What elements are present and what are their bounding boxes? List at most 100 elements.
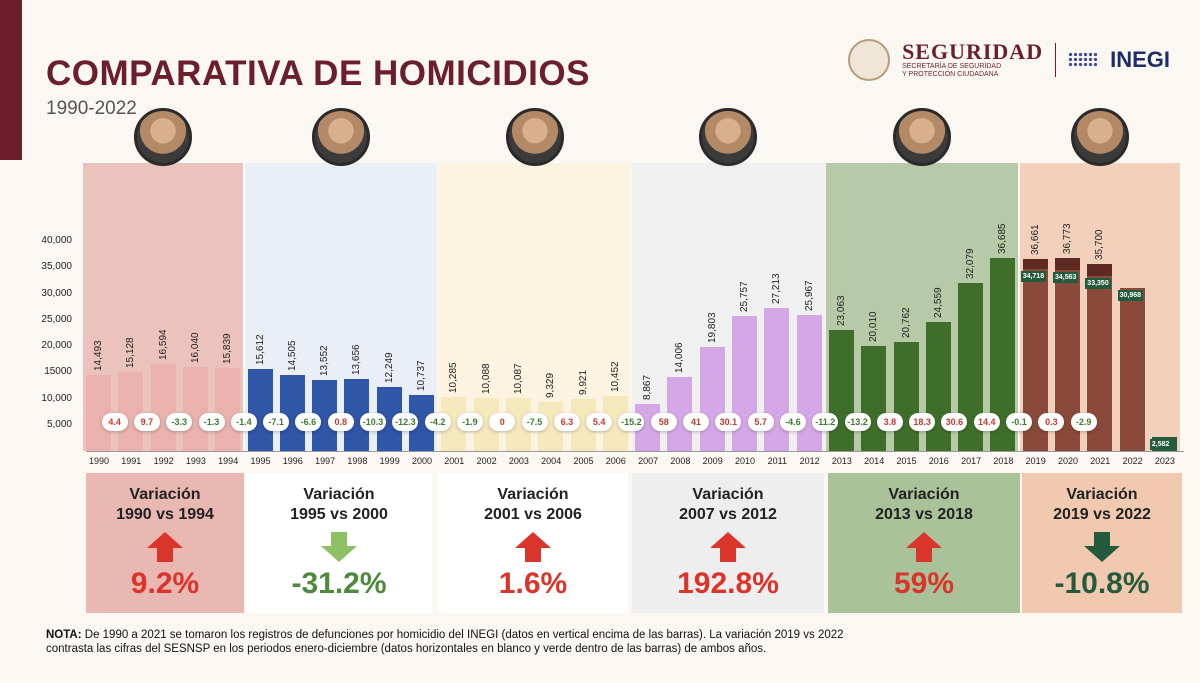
variation-summary-box: Variación 1990 vs 1994 9.2% xyxy=(86,473,244,613)
x-tick-label: 2004 xyxy=(541,456,562,466)
x-tick-label: 1991 xyxy=(121,456,142,466)
variation-box-title: Variación 2019 vs 2022 xyxy=(1022,485,1182,525)
president-portrait-icon xyxy=(699,108,758,166)
variation-pill: -1.4 xyxy=(230,413,257,431)
bar-value-label: 23,063 xyxy=(835,295,847,326)
x-tick-label: 2017 xyxy=(961,456,982,466)
logo-divider xyxy=(1055,43,1057,77)
x-tick-label: 2018 xyxy=(993,456,1014,466)
president-portrait-icon xyxy=(893,108,952,166)
sesnsp-value-label: 30,968 xyxy=(1117,290,1144,302)
president-portrait-icon xyxy=(505,108,564,166)
bar-value-label: 20,010 xyxy=(868,311,880,342)
x-tick-label: 2010 xyxy=(734,456,756,466)
inegi-logo-text: INEGI xyxy=(1110,47,1170,72)
variation-pill: 30.6 xyxy=(941,413,968,431)
bar-value-label: 20,762 xyxy=(900,307,912,338)
bar xyxy=(699,347,725,451)
bar-value-label: 15,128 xyxy=(125,336,137,368)
bar-value-label: 16,040 xyxy=(189,332,201,363)
y-tick-label: 30,000 xyxy=(41,287,72,299)
variation-value: -31.2% xyxy=(291,567,387,600)
variation-summary-box: Variación 2001 vs 2006 1.6% xyxy=(438,473,628,613)
variation-pill: 58 xyxy=(650,413,677,431)
variation-value: 1.6% xyxy=(498,567,568,600)
x-tick-label: 2003 xyxy=(508,456,529,466)
variation-pill: -7.1 xyxy=(263,413,290,431)
seguridad-subtitle-1: SECRETARÍA DE SEGURIDAD xyxy=(902,63,1002,70)
variation-pill: 30.1 xyxy=(715,413,742,431)
bar-value-label: 12,249 xyxy=(383,352,395,383)
period-background xyxy=(244,163,437,451)
variation-period: 2013 vs 2018 xyxy=(875,506,973,523)
variation-label: Variación xyxy=(303,486,375,503)
variation-pill: -6.6 xyxy=(295,413,322,431)
sesnsp-bar xyxy=(1119,288,1145,451)
page-title: COMPARATIVA DE HOMICIDIOS xyxy=(46,54,590,93)
arrow-up-icon xyxy=(147,532,183,562)
x-tick-label: 2008 xyxy=(670,456,691,466)
bar xyxy=(86,374,111,451)
variation-label: Variación xyxy=(692,486,764,503)
variation-pill: -2.9 xyxy=(1070,413,1097,431)
x-tick-label: 2006 xyxy=(605,456,626,466)
bar-value-label: 15,839 xyxy=(222,333,234,364)
variation-pill: -1.3 xyxy=(198,413,225,431)
arrow-up-icon xyxy=(710,532,746,562)
seguridad-subtitle-2: Y PROTECCIÓN CIUDADANA xyxy=(902,71,999,78)
president-portrait-icon xyxy=(1070,108,1129,166)
brand-stripe xyxy=(0,0,22,160)
x-tick-label: 1992 xyxy=(153,456,174,466)
variation-box-title: Variación 2013 vs 2018 xyxy=(828,485,1020,525)
x-tick-label: 2009 xyxy=(702,456,723,466)
variation-period: 2007 vs 2012 xyxy=(679,506,777,523)
bar xyxy=(732,315,757,451)
variation-pill: 0.3 xyxy=(1038,413,1065,431)
variation-box-title: Variación 1990 vs 1994 xyxy=(86,485,244,525)
bar-value-label: 24,559 xyxy=(932,287,944,319)
variation-value: 59% xyxy=(893,567,955,600)
variation-summary-box: Variación 2019 vs 2022 -10.8% xyxy=(1022,473,1182,613)
variation-pill: 6.3 xyxy=(553,413,580,431)
variation-pill: 0 xyxy=(489,413,516,431)
x-tick-label: 2002 xyxy=(476,456,497,466)
variation-summary-box: Variación 2013 vs 2018 59% xyxy=(828,473,1020,613)
variation-summary-box: Variación 1995 vs 2000 -31.2% xyxy=(246,473,432,613)
period-background xyxy=(632,163,825,451)
bar-value-label: 36,773 xyxy=(1062,223,1073,254)
y-tick-label: 20,000 xyxy=(41,340,72,351)
bar-value-label: 32,079 xyxy=(965,247,977,279)
bar-value-label: 14,006 xyxy=(674,342,686,374)
y-tick-label: 15000 xyxy=(44,366,72,378)
bar xyxy=(182,366,208,451)
footnote-line-1: De 1990 a 2021 se tomaron los registros … xyxy=(81,629,844,641)
x-axis-line xyxy=(86,451,1184,452)
bar xyxy=(150,363,176,451)
bar xyxy=(893,341,919,451)
bar-value-label: 9,329 xyxy=(545,372,557,399)
bar-value-label: 36,661 xyxy=(1029,223,1041,255)
x-tick-label: 1997 xyxy=(315,456,336,466)
variation-pill: -12.3 xyxy=(392,413,419,431)
variation-pill: 18.3 xyxy=(909,413,936,431)
x-tick-label: 2022 xyxy=(1122,456,1143,466)
bar-value-label: 8,867 xyxy=(642,375,654,401)
bar-value-label: 16,594 xyxy=(157,329,169,360)
variation-label: Variación xyxy=(888,486,960,503)
x-tick-label: 2001 xyxy=(444,456,465,466)
y-tick-label: 35,000 xyxy=(41,261,72,273)
variation-pill: -10.3 xyxy=(360,413,387,431)
mexico-seal-icon xyxy=(848,39,891,81)
bar xyxy=(215,367,241,451)
variation-pill: 9.7 xyxy=(133,413,160,431)
variation-period: 2001 vs 2006 xyxy=(484,506,582,523)
variation-value: 9.2% xyxy=(130,567,200,600)
variation-pill: -4.2 xyxy=(424,413,451,431)
x-tick-label: 2000 xyxy=(411,456,433,466)
variation-pill: -4.6 xyxy=(779,413,806,431)
arrow-up-icon xyxy=(906,532,942,562)
seguridad-logo: SEGURIDAD SECRETARÍA DE SEGURIDAD Y PROT… xyxy=(902,41,1043,79)
variation-pill: 5.4 xyxy=(586,413,613,431)
bar xyxy=(118,371,144,451)
page-subtitle: 1990-2022 xyxy=(46,98,137,119)
